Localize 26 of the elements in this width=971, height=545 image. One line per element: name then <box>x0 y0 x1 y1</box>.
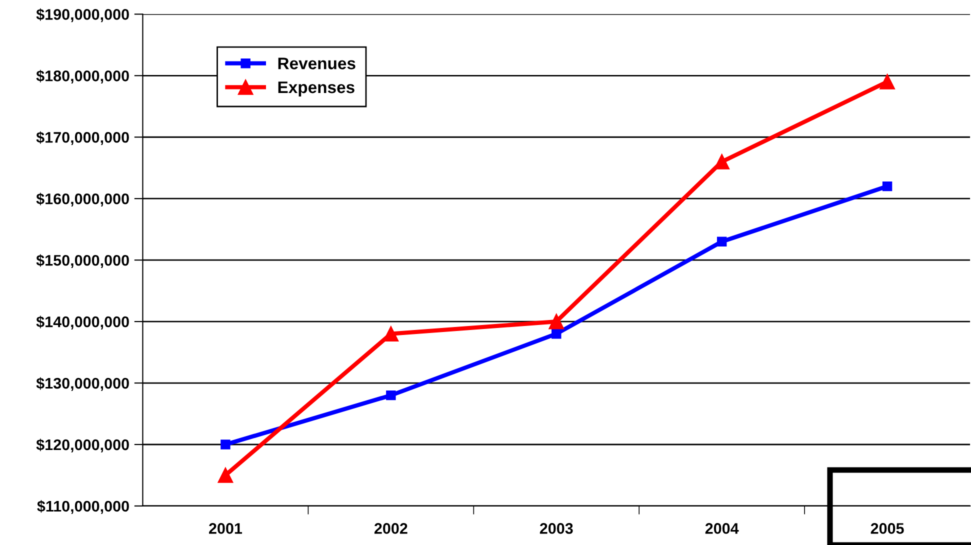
x-tick-label: 2003 <box>540 523 573 534</box>
y-tick-label: $160,000,000 <box>36 192 129 206</box>
point <box>880 74 895 90</box>
point <box>220 440 230 450</box>
point <box>882 181 892 192</box>
legend-label: Revenues <box>278 58 356 70</box>
legend-label: Expenses <box>278 82 354 96</box>
point <box>716 236 727 246</box>
point <box>548 314 564 330</box>
y-tick-label: $190,000,000 <box>36 8 129 22</box>
y-tick-label: $120,000,000 <box>36 438 129 452</box>
point <box>552 328 562 339</box>
point <box>386 390 396 400</box>
point <box>714 154 730 170</box>
y-tick-label: $170,000,000 <box>36 131 129 146</box>
point <box>218 468 234 483</box>
y-tick-label: $140,000,000 <box>36 316 129 330</box>
x-tick-label: 2002 <box>374 523 408 534</box>
x-tick-label: 2004 <box>705 523 739 534</box>
y-tick-label: $180,000,000 <box>36 70 129 84</box>
y-tick-label: $130,000,000 <box>36 377 129 391</box>
y-tick-label: $110,000,000 <box>37 500 129 514</box>
y-tick-label: $150,000,000 <box>36 254 129 268</box>
x-tick-label: 2005 <box>870 523 904 534</box>
x-tick-label: 2001 <box>209 523 242 534</box>
point <box>383 326 399 342</box>
